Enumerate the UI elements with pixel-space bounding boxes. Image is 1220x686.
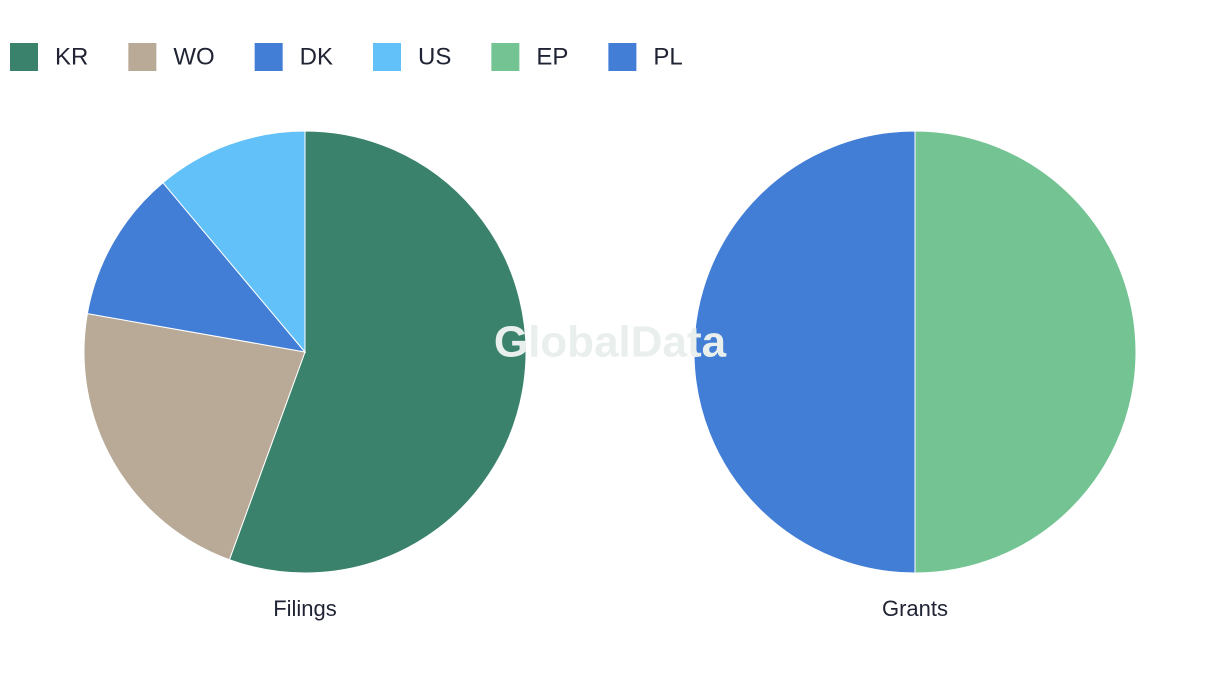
legend-swatch — [491, 43, 520, 71]
pie-slice — [83, 313, 306, 561]
pie-slice — [914, 130, 1137, 574]
pie-slice — [86, 181, 307, 353]
pie-title: Grants — [882, 596, 948, 621]
legend-item: WO — [128, 43, 215, 71]
legend-swatch — [128, 43, 157, 71]
legend-item: US — [373, 43, 451, 71]
watermark: GlobalData — [494, 318, 727, 367]
legend-label: US — [418, 43, 451, 70]
pie-slice — [162, 130, 306, 354]
legend-swatch — [373, 43, 402, 71]
legend-label: PL — [653, 43, 682, 70]
pie-slice — [228, 130, 527, 574]
pie-slice — [693, 130, 916, 574]
legend-label: DK — [300, 43, 333, 70]
legend-label: EP — [536, 43, 568, 70]
legend-swatch — [10, 43, 38, 71]
legend-label: WO — [173, 43, 214, 70]
legend-label: KR — [55, 43, 88, 70]
legend-item: PL — [608, 43, 683, 71]
legend-item: EP — [491, 43, 568, 71]
legend-swatch — [254, 43, 283, 71]
legend-item: DK — [254, 43, 333, 71]
legend-item: KR — [10, 43, 88, 71]
pie-title: Filings — [273, 596, 337, 621]
legend-swatch — [608, 43, 637, 71]
